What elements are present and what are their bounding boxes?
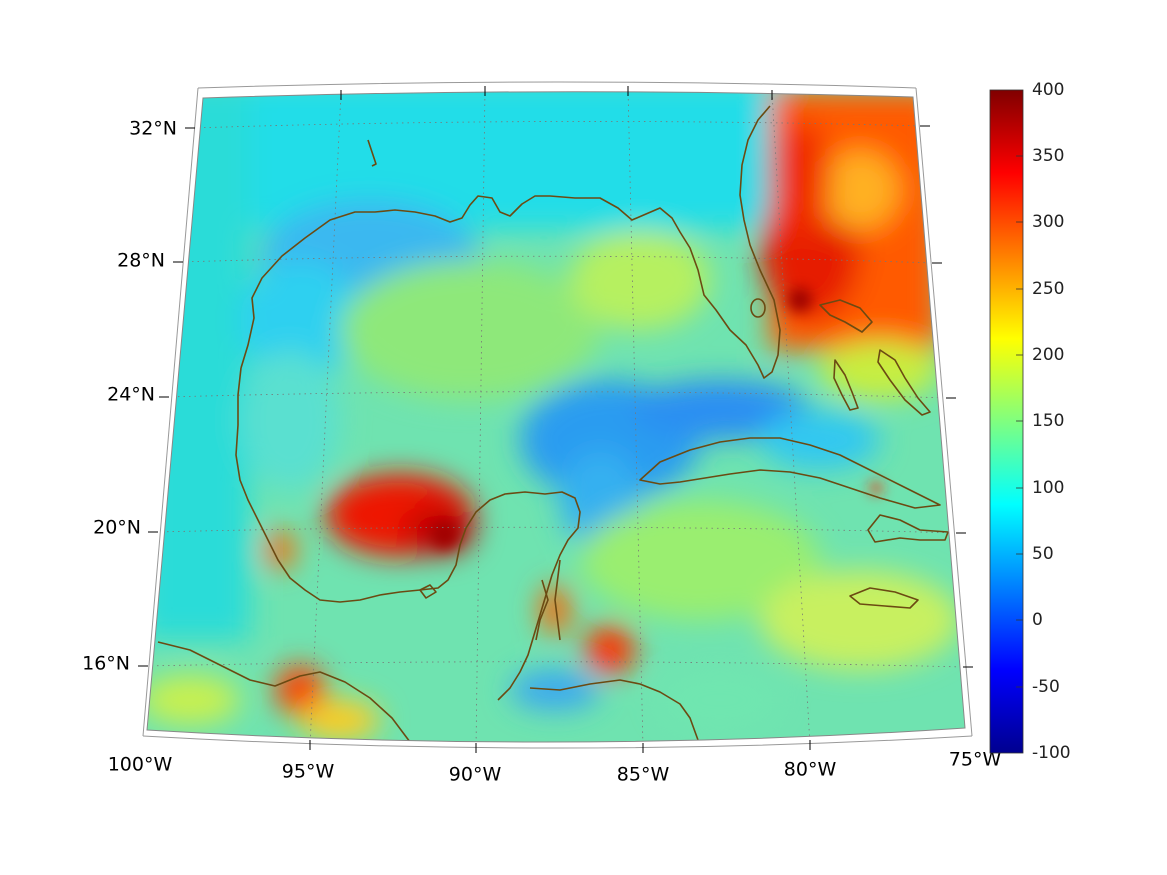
lon-label-100w: 100°W — [108, 754, 173, 776]
lat-label-24n: 24°N — [107, 384, 155, 406]
colorbar-label-200: 200 — [1032, 345, 1064, 365]
us-gulf-coast — [240, 105, 781, 379]
pacific-coast — [157, 641, 411, 743]
colorbar-label-250: 250 — [1032, 279, 1064, 299]
colorbar-gradient — [989, 89, 1024, 754]
map-field — [147, 91, 965, 743]
lon-label-80w: 80°W — [784, 759, 837, 781]
coastlines — [157, 105, 949, 743]
graticule — [147, 91, 965, 743]
colorbar: 400 350 300 250 200 150 100 50 0 -50 -10… — [989, 80, 1071, 763]
bahamas — [819, 299, 873, 333]
colorbar-label-0: 0 — [1032, 610, 1043, 630]
colorbar-label-100: 100 — [1032, 478, 1064, 498]
mexico-gulf-coast — [235, 367, 581, 701]
lon-label-85w: 85°W — [617, 764, 670, 786]
latitude-labels: 32°N 28°N 24°N 20°N 16°N — [82, 118, 177, 675]
colorbar-label-400: 400 — [1032, 80, 1064, 100]
lat-label-20n: 20°N — [93, 517, 141, 539]
jamaica — [849, 587, 919, 609]
lon-label-95w: 95°W — [282, 761, 335, 783]
colorbar-label-50: 50 — [1032, 544, 1054, 564]
honduras-coast — [529, 679, 699, 741]
lat-label-28n: 28°N — [117, 250, 165, 272]
lon-label-90w: 90°W — [449, 764, 502, 786]
colorbar-label-150: 150 — [1032, 411, 1064, 431]
colorbar-label-350: 350 — [1032, 146, 1064, 166]
cuba — [639, 437, 941, 509]
colorbar-label-300: 300 — [1032, 212, 1064, 232]
map-frame — [142, 81, 973, 749]
colorbar-ticks — [1016, 155, 1023, 688]
longitude-labels: 100°W 95°W 90°W 85°W 80°W 75°W — [108, 749, 1002, 786]
tick-marks — [138, 86, 973, 753]
hispaniola — [867, 514, 949, 543]
lat-label-16n: 16°N — [82, 653, 130, 675]
colorbar-label-minus50: -50 — [1032, 677, 1060, 697]
lon-label-75w: 75°W — [949, 749, 1002, 771]
lat-label-32n: 32°N — [129, 118, 177, 140]
colorbar-label-minus100: -100 — [1032, 743, 1071, 763]
